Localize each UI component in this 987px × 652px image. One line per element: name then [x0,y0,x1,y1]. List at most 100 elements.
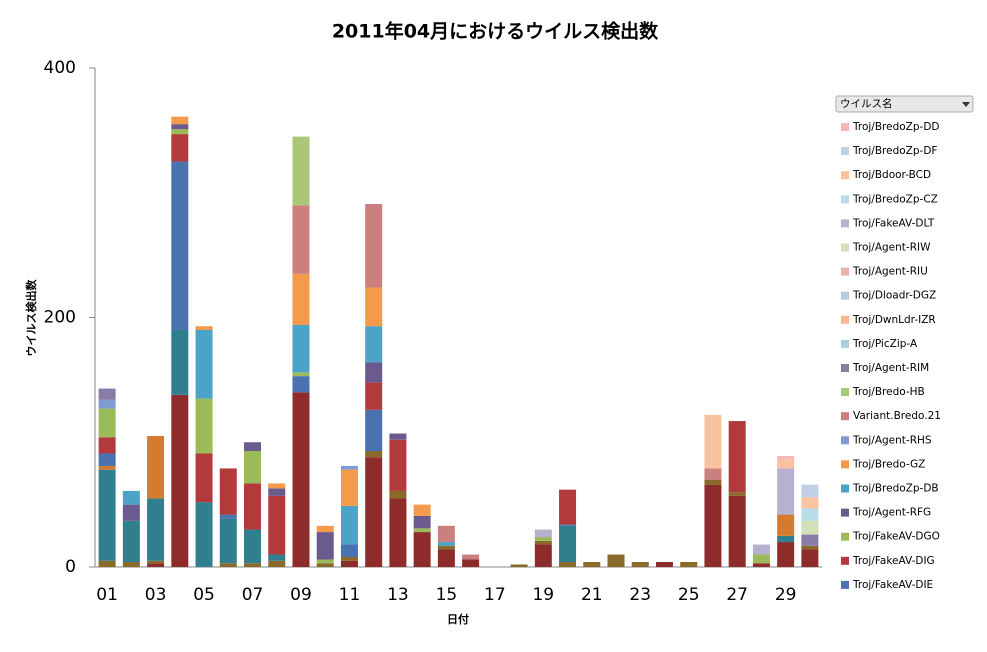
y-tick-label: 400 [44,58,76,78]
bar-segment [244,442,262,451]
legend-header[interactable] [835,95,974,113]
bar-segment [98,469,116,561]
bar-segment [219,563,237,567]
bar-segment [437,545,455,550]
bar-segment [389,498,407,567]
bar-segment [98,399,116,409]
bar-segment [340,560,358,567]
bar-segment [171,394,189,567]
bar-segment [801,520,819,535]
legend-label: Troj/BredoZp-CZ [852,193,938,205]
x-tick-label: 19 [532,585,554,605]
bar-segment [752,544,770,555]
x-tick-label: 27 [726,585,748,605]
bar-segment [704,484,722,567]
bar-segment [413,504,431,516]
bar-segment [316,559,334,564]
bar-segment [365,382,383,410]
bar-segment [244,529,262,564]
y-tick-label: 200 [44,308,76,328]
legend-label: Troj/DwnLdr-IZR [852,314,936,326]
legend-label: Troj/Bredo-HB [852,386,925,398]
bar-segment [777,542,795,567]
x-tick-label: 13 [387,585,409,605]
legend-swatch [841,123,849,131]
bar-segment [462,554,480,560]
bar-segment [752,554,770,564]
legend: ウイルス名 Troj/BredoZp-DD Troj/BredoZp-DF Troj… [835,95,974,591]
bar-segment [728,495,746,567]
bar-segment [559,562,577,567]
legend-label: Troj/FakeAV-DLT [852,217,935,229]
bar-segment [292,273,310,325]
bar-segment [389,490,407,499]
bar-segment [244,450,262,484]
legend-swatch [841,364,849,372]
bar-segment [801,484,819,498]
bar-segment [534,540,552,545]
bar-segment [559,525,577,563]
legend-swatch [841,388,849,397]
bar-segment [171,161,189,330]
bar-segment [389,439,407,491]
legend-label: Troj/Dloadr-DGZ [852,290,936,302]
legend-swatch [841,291,849,300]
x-tick-label: 03 [145,585,167,605]
y-tick-label: 0 [65,557,76,577]
bar-segment [340,469,358,506]
legend-swatch [841,267,849,276]
bar-segment [195,453,213,503]
x-tick-label: 21 [581,585,603,605]
bar-segment [292,392,310,567]
bar-segment [316,525,334,533]
bar-segment [219,514,237,519]
bar-segment [122,520,140,563]
bar-segment [340,544,358,558]
bar-segment [147,563,165,567]
bar-segment [195,329,213,399]
legend-swatch [841,339,849,348]
bar-segment [777,455,795,460]
bar-segment [365,326,383,363]
bar-segment [244,483,262,530]
bar-segment [365,203,383,288]
legend-label: Troj/Bdoor-BCD [852,169,931,181]
x-tick-label: 17 [484,585,506,605]
bar-segment [195,398,213,454]
bar-segment [704,468,722,480]
bar-segment [98,437,116,454]
x-tick-label: 09 [290,585,312,605]
legend-swatch [841,436,849,445]
bar-segment [631,562,649,567]
bar-segment [340,557,358,561]
bar-segment [462,559,480,567]
bar-segment [171,129,189,135]
bar-segment [98,453,116,466]
bar-segment [777,514,795,536]
bar-segment [268,554,286,561]
bar-segment [292,136,310,206]
bar-segment [268,495,286,555]
bar-segment [365,362,383,383]
legend-swatch [841,556,849,565]
bar-segment [98,465,116,470]
x-tick-label: 07 [242,585,264,605]
bar-segment [171,329,189,395]
legend-label: Troj/BredoZp-DF [852,145,937,157]
bar-segment [195,502,213,567]
legend-title: ウイルス名 [840,97,893,110]
legend-label: Troj/Agent-RFG [852,507,931,519]
legend-label: Troj/BredoZp-DB [852,483,939,495]
bar-segment [534,544,552,567]
bar-segment [365,457,383,567]
bar-segment [268,560,286,567]
bar-segment [340,505,358,545]
bar-segment [801,497,819,509]
bar-segment [655,562,673,567]
bar-segment [365,409,383,451]
bar-segment [171,124,189,130]
bar-segment [534,537,552,541]
dropdown-arrow [962,102,970,107]
x-tick-label: 29 [775,585,797,605]
